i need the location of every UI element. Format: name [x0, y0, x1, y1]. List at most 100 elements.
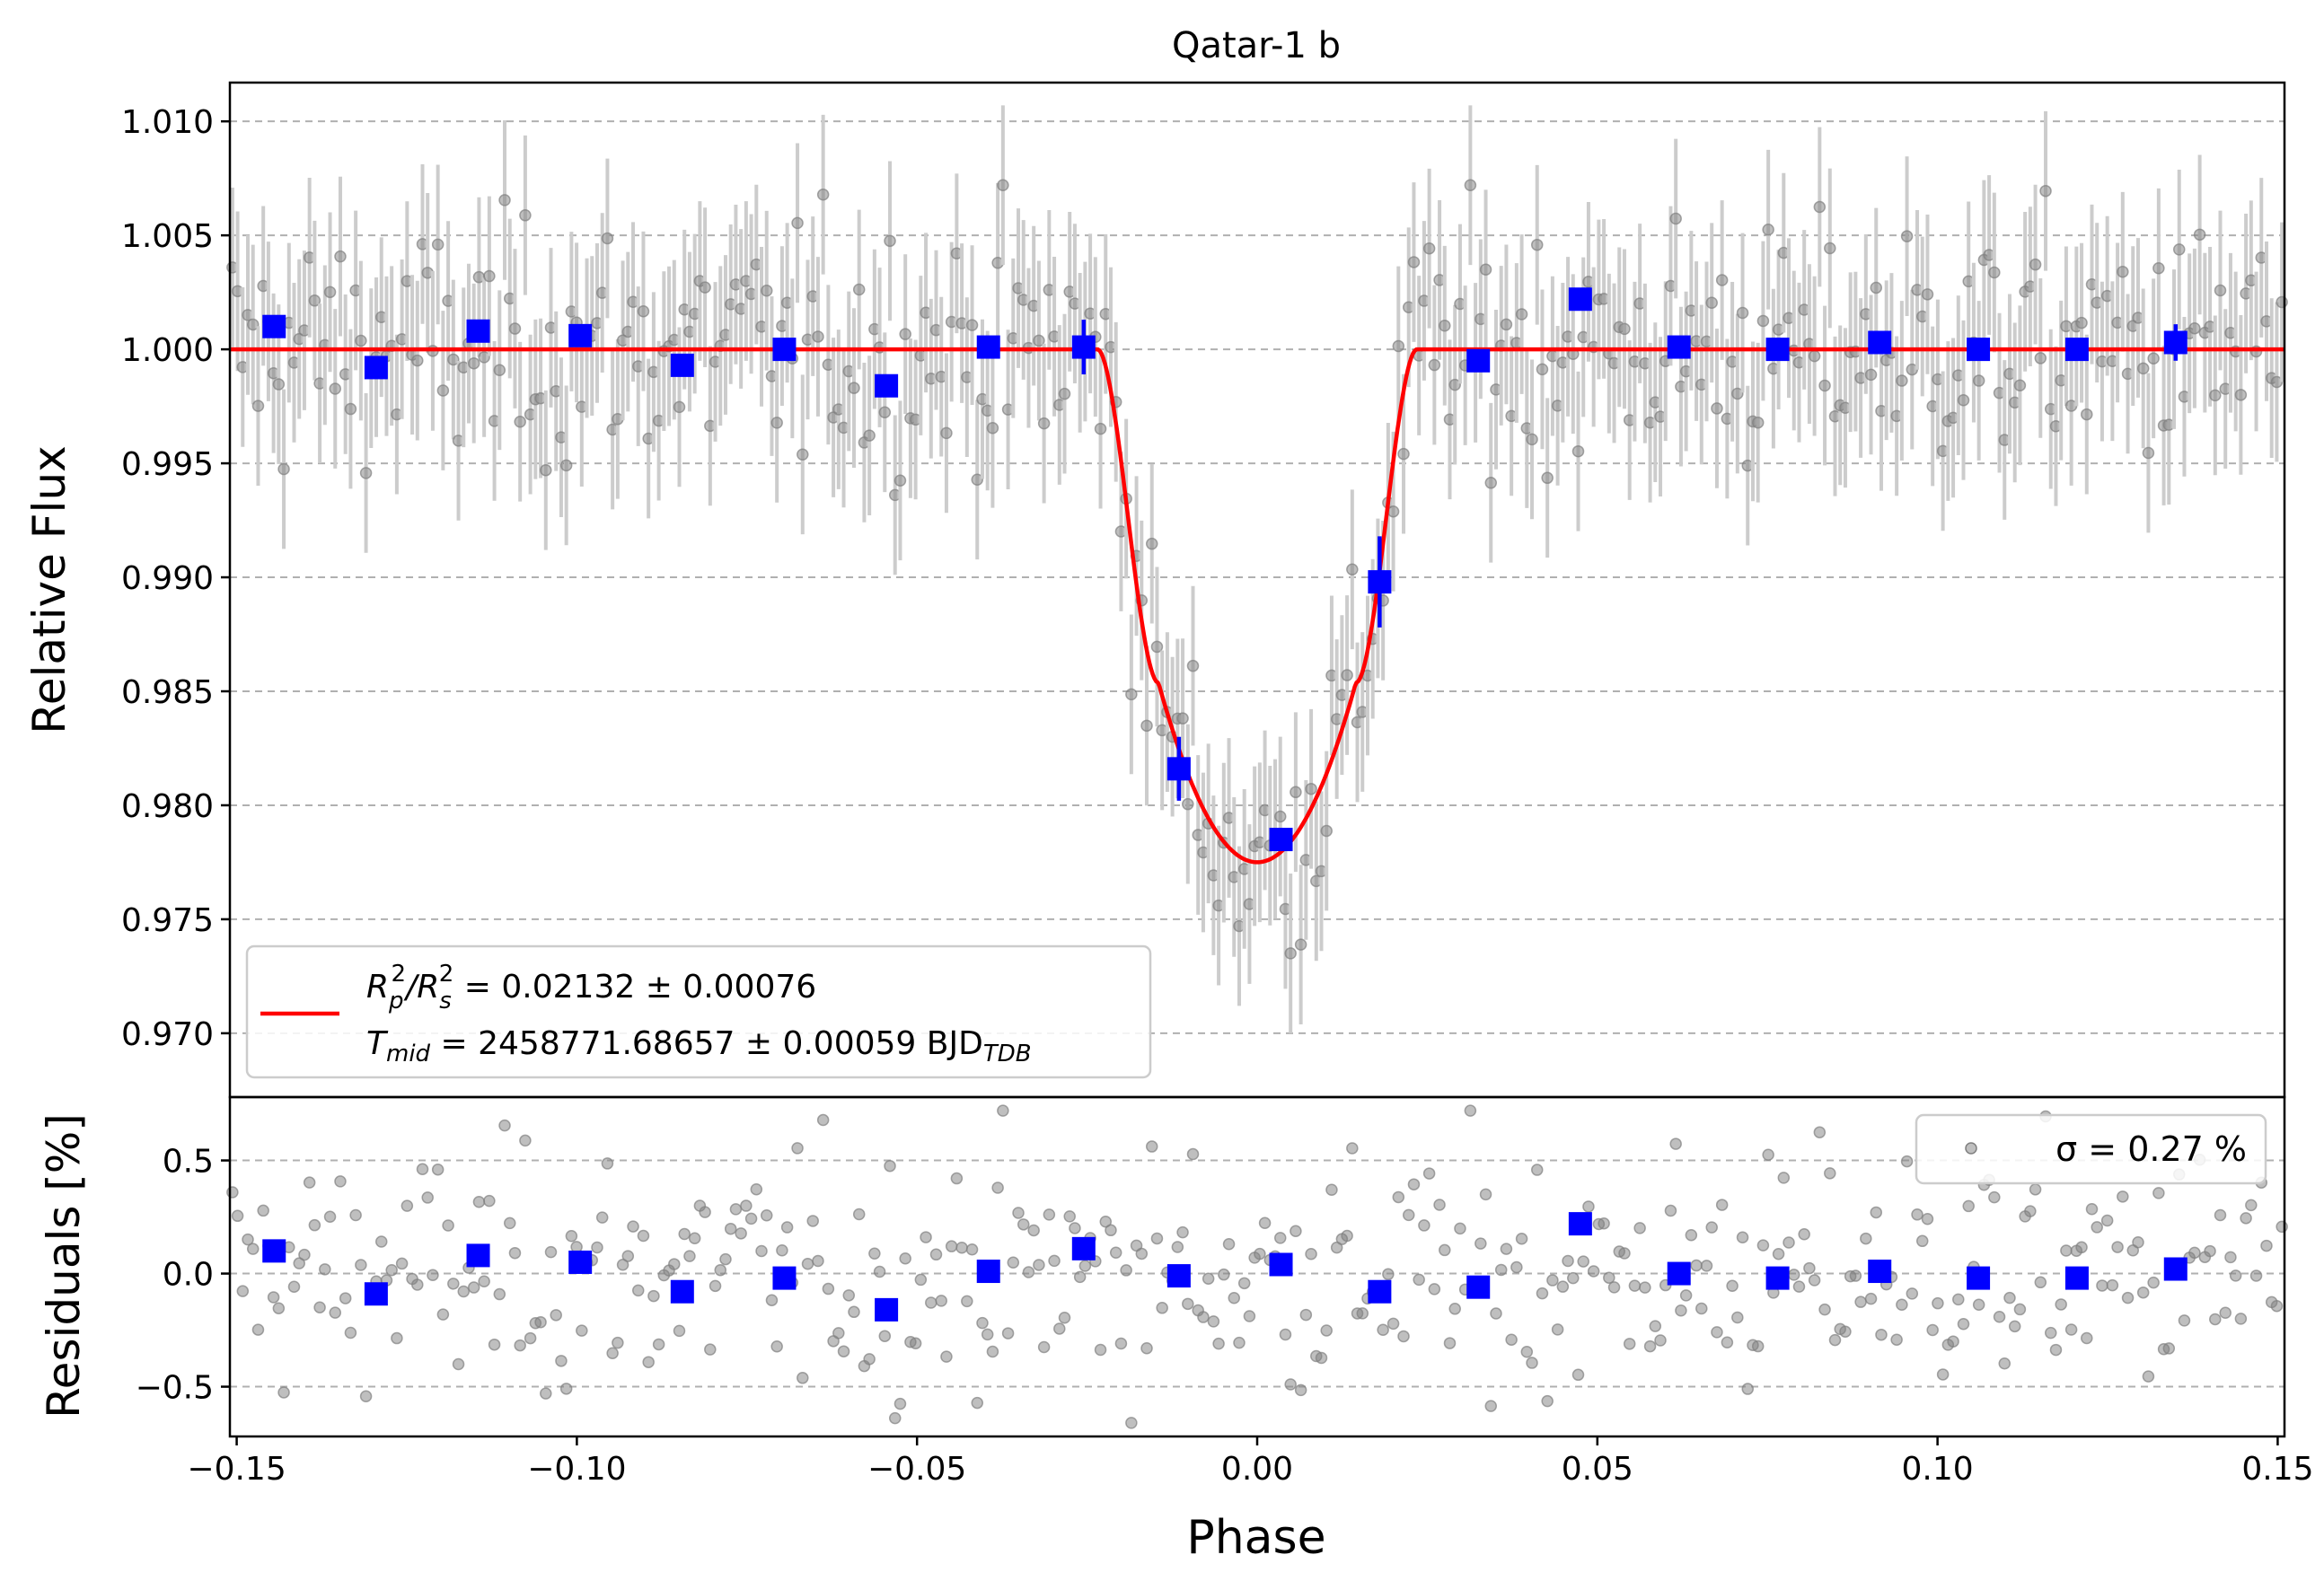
light-curve-raw-point	[971, 473, 984, 486]
light-curve-raw-point	[1541, 471, 1554, 485]
residuals-raw-point	[1120, 1264, 1132, 1277]
residuals-raw-point	[1643, 1339, 1657, 1353]
residuals-binned-point	[568, 1250, 593, 1274]
residuals-raw-point	[1254, 1247, 1266, 1260]
light-curve-raw-point	[1033, 334, 1045, 347]
residuals-raw-point	[1587, 1265, 1600, 1278]
light-curve-y-tick-label: 0.975	[121, 902, 214, 939]
residuals-raw-point	[595, 1211, 609, 1224]
light-curve-y-tick-label: 0.995	[121, 446, 214, 483]
residuals-raw-point	[1536, 1287, 1549, 1300]
light-curve-binned-point	[1368, 570, 1392, 594]
residuals-raw-point	[1218, 1268, 1230, 1281]
light-curve-raw-point	[816, 189, 830, 201]
light-curve-raw-point	[2234, 389, 2248, 401]
residuals-raw-point	[1541, 1394, 1554, 1408]
light-curve-raw-point	[965, 319, 979, 331]
light-curve-y-tick-label: 0.970	[121, 1016, 214, 1053]
light-curve-binned-point	[466, 319, 490, 343]
residuals-raw-point	[991, 1181, 1004, 1194]
light-curve-raw-point	[1526, 433, 1538, 446]
residuals-raw-point	[1864, 1292, 1878, 1305]
residuals-raw-point	[986, 1345, 999, 1358]
light-curve-raw-point	[2172, 243, 2186, 256]
light-curve-binned-point	[1967, 338, 1991, 362]
residuals-raw-point	[1048, 1254, 1061, 1268]
light-curve-raw-point	[498, 194, 511, 206]
light-curve-binned-point	[2064, 338, 2089, 362]
residuals-raw-point	[1618, 1247, 1631, 1260]
residuals-raw-point	[1237, 1277, 1251, 1290]
residuals-raw-point	[1012, 1207, 1025, 1219]
residuals-raw-point	[925, 1296, 938, 1309]
residuals-raw-point	[559, 1383, 573, 1395]
light-curve-raw-point	[1140, 719, 1153, 733]
residuals-raw-point	[2106, 1278, 2119, 1292]
residuals-binned-point	[1166, 1264, 1191, 1288]
light-curve-y-ticks: 0.970 0.975 0.980 0.985 0.990 0.995 1.000 1.005…	[121, 104, 230, 1053]
residuals-raw-point	[606, 1347, 619, 1359]
light-curve-binned-point	[976, 335, 1000, 359]
residuals-raw-point	[1105, 1224, 1117, 1237]
light-curve-raw-point	[884, 234, 896, 248]
residuals-raw-point	[1114, 1337, 1128, 1350]
residuals-raw-point	[2147, 1276, 2160, 1289]
residuals-raw-point	[791, 1142, 804, 1155]
light-curve-raw-point	[1715, 274, 1729, 286]
light-curve-raw-point	[272, 378, 286, 391]
light-curve-raw-point	[1824, 242, 1836, 255]
light-curve-raw-point	[478, 351, 490, 364]
light-curve-raw-point	[1392, 339, 1405, 353]
light-curve-y-tick-label: 0.985	[121, 674, 214, 711]
residuals-raw-point	[514, 1339, 526, 1352]
light-curve-raw-point	[1186, 659, 1200, 672]
residuals-raw-point	[1839, 1325, 1852, 1338]
residuals-raw-point	[2096, 1279, 2108, 1292]
residuals-raw-point	[637, 1229, 650, 1243]
residuals-raw-point	[1962, 1199, 1975, 1213]
light-curve-raw-point	[699, 281, 711, 294]
light-curve-raw-point	[1341, 669, 1353, 681]
residuals-raw-point	[1690, 1259, 1703, 1272]
residuals-raw-point	[1633, 1222, 1646, 1234]
residuals-raw-point	[483, 1194, 496, 1208]
residuals-raw-point	[878, 1330, 892, 1342]
residuals-raw-point	[683, 1250, 696, 1262]
residuals-raw-point	[1567, 1271, 1580, 1285]
residuals-raw-point	[2008, 1320, 2021, 1333]
residuals-y-axis-label: Residuals [%]	[38, 1113, 90, 1419]
residuals-raw-point	[601, 1157, 614, 1170]
residuals-raw-point	[1711, 1326, 1723, 1339]
light-curve-raw-point	[540, 463, 552, 477]
residuals-binned-point	[2064, 1266, 2089, 1290]
residuals-raw-point	[776, 1243, 788, 1257]
residuals-raw-point	[621, 1250, 635, 1262]
residuals-raw-point	[534, 1315, 547, 1329]
residuals-raw-point	[929, 1248, 943, 1261]
residuals-raw-point	[2234, 1313, 2248, 1325]
light-curve-raw-point	[559, 459, 573, 472]
residuals-raw-point	[2060, 1244, 2073, 1257]
residuals-binned-point	[1765, 1266, 1790, 1290]
residuals-raw-point	[755, 1244, 768, 1258]
residuals-raw-point	[909, 1337, 922, 1349]
residuals-binned-point	[466, 1243, 490, 1268]
light-curve-raw-point	[1515, 308, 1528, 321]
light-curve-raw-point	[1736, 306, 1749, 320]
light-curve-raw-point	[1182, 797, 1194, 811]
residuals-raw-point	[616, 1258, 629, 1271]
residuals-raw-point	[2224, 1251, 2237, 1264]
residuals-raw-point	[1530, 1164, 1544, 1176]
residuals-raw-point	[1664, 1204, 1677, 1217]
residuals-raw-point	[242, 1233, 254, 1246]
light-curve-raw-point	[1125, 688, 1138, 701]
light-curve-raw-point	[2276, 295, 2288, 309]
residuals-binned-point	[2163, 1257, 2188, 1281]
residuals-raw-point	[1145, 1140, 1158, 1153]
residuals-raw-point	[2029, 1183, 2042, 1196]
residuals-raw-point	[832, 1327, 845, 1339]
light-curve-y-tick-label: 1.000	[121, 332, 214, 369]
residuals-raw-point	[1860, 1232, 1872, 1245]
residuals-raw-point	[2219, 1306, 2232, 1320]
light-curve-binned-point	[1466, 348, 1491, 373]
